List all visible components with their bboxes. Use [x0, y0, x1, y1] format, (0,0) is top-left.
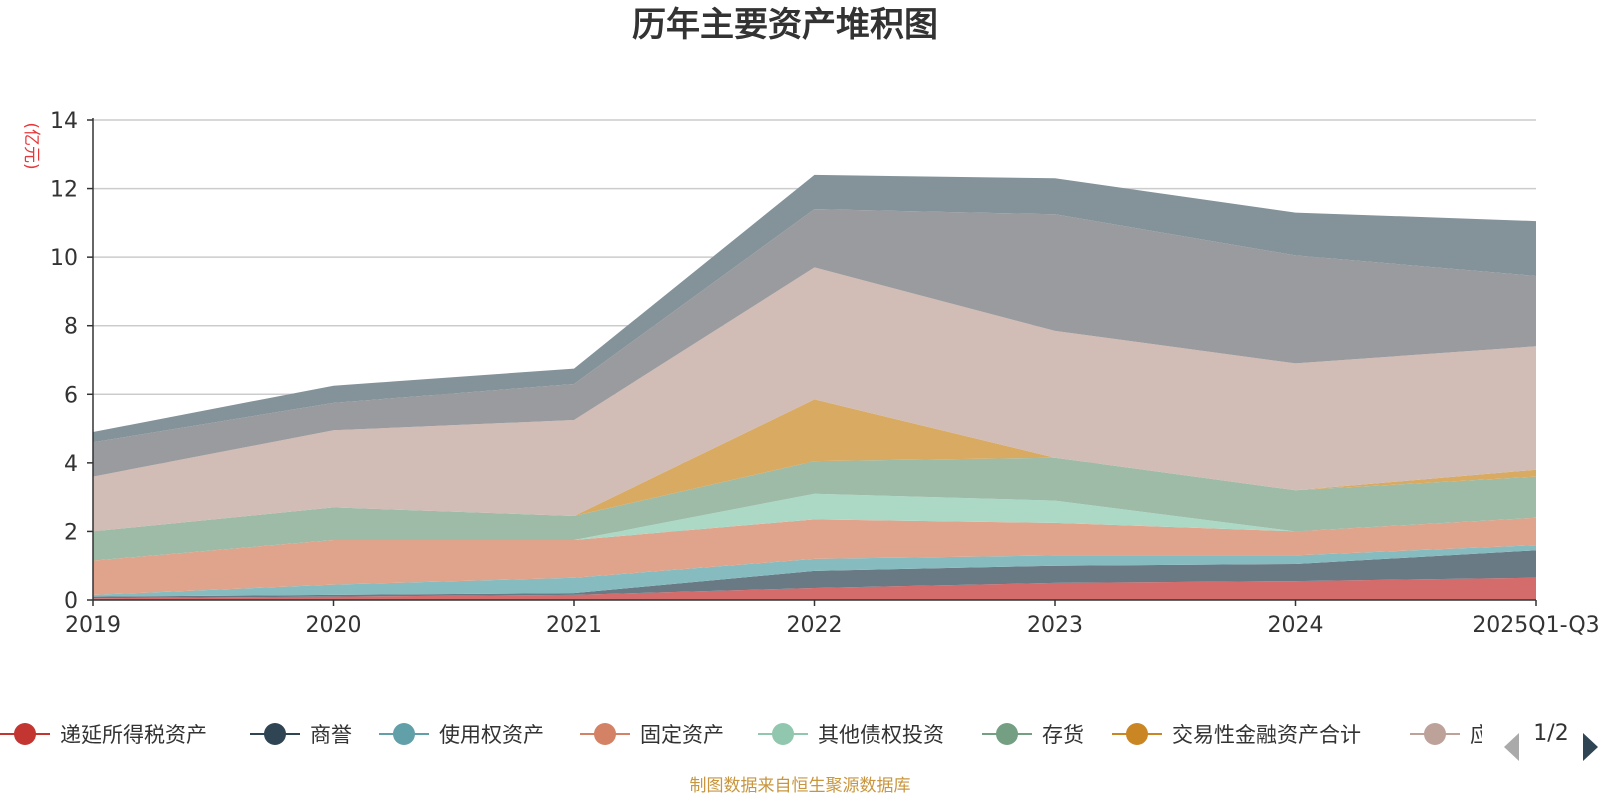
area-series-6[interactable]	[93, 399, 1536, 532]
legend-label: 固定资产	[640, 723, 724, 747]
legend-label: 交易性金融资产合计	[1172, 723, 1361, 747]
legend-label: 使用权资产	[439, 723, 544, 747]
legend-item[interactable]: 固定资产	[580, 723, 724, 747]
chart-title: 历年主要资产堆积图	[632, 5, 938, 45]
y-tick-label: 12	[50, 178, 78, 203]
y-tick-label: 8	[64, 315, 78, 340]
y-tick-label: 0	[64, 589, 78, 614]
data-source-note: 制图数据来自恒生聚源数据库	[690, 776, 911, 796]
legend: 递延所得税资产 商誉 使用权资产 固定资产 其他债权投资 存货 交易性金融资产合计 应收账款	[0, 723, 1554, 747]
legend-marker-icon	[393, 723, 415, 745]
legend-label: 应收账款	[1470, 723, 1554, 747]
area-series-9[interactable]	[93, 174, 1536, 443]
x-tick-label: 2021	[546, 613, 602, 638]
legend-marker-icon	[996, 723, 1018, 745]
axes: 0 2 4 6 8 10 12 14 2019 2020 2021 2022 2023 2024 2025Q…	[50, 109, 1600, 638]
legend-item[interactable]: 应收账款	[1410, 723, 1554, 747]
legend-marker-icon	[1424, 723, 1446, 745]
legend-marker-icon	[772, 723, 794, 745]
y-tick-label: 10	[50, 246, 78, 271]
legend-items: 递延所得税资产 商誉 使用权资产 固定资产 其他债权投资 存货 交易性金融资产合计 应收账款	[0, 723, 1554, 747]
area-series-group	[93, 174, 1536, 600]
legend-item[interactable]: 其他债权投资	[758, 723, 944, 747]
legend-item[interactable]: 使用权资产	[379, 723, 544, 747]
legend-marker-icon	[14, 723, 36, 745]
area-series-2[interactable]	[93, 545, 1536, 597]
legend-marker-icon	[264, 723, 286, 745]
x-tick-label: 2025Q1-Q3	[1472, 613, 1599, 638]
legend-item[interactable]: 商誉	[250, 723, 352, 747]
area-series-7[interactable]	[93, 267, 1536, 532]
area-series-3[interactable]	[93, 517, 1536, 595]
legend-label: 其他债权投资	[818, 723, 944, 747]
legend-label: 递延所得税资产	[60, 723, 207, 747]
area-series-0[interactable]	[93, 577, 1536, 600]
area-series-5[interactable]	[93, 457, 1536, 561]
legend-item[interactable]: 交易性金融资产合计	[1112, 723, 1361, 747]
legend-label: 商誉	[310, 723, 352, 747]
area-series-4[interactable]	[93, 493, 1536, 561]
y-tick-label: 6	[64, 383, 78, 408]
x-tick-label: 2023	[1027, 613, 1083, 638]
legend-item[interactable]: 递延所得税资产	[0, 723, 207, 747]
legend-item[interactable]: 存货	[982, 723, 1084, 747]
y-tick-label: 4	[64, 452, 78, 477]
x-tick-label: 2019	[65, 613, 121, 638]
legend-marker-icon	[594, 723, 616, 745]
x-tick-label: 2020	[306, 613, 362, 638]
y-tick-label: 2	[64, 520, 78, 545]
legend-label: 存货	[1042, 723, 1084, 747]
x-tick-label: 2024	[1268, 613, 1324, 638]
legend-prev-page-icon[interactable]	[1504, 733, 1519, 761]
y-tick-label: 14	[50, 109, 78, 134]
legend-next-page-icon[interactable]	[1583, 733, 1598, 761]
legend-page-indicator: 1/2	[1533, 721, 1568, 746]
area-series-8[interactable]	[93, 209, 1536, 477]
x-tick-label: 2022	[787, 613, 843, 638]
area-series-1[interactable]	[93, 550, 1536, 599]
legend-pager: 1/2	[1504, 721, 1598, 761]
legend-marker-icon	[1126, 723, 1148, 745]
y-axis-unit-label: (亿元)	[21, 122, 41, 169]
